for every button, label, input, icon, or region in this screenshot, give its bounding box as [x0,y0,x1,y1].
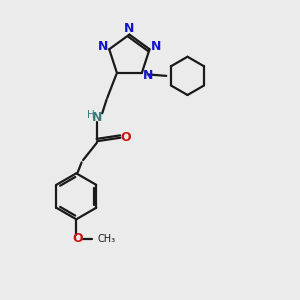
Text: N: N [151,40,161,53]
Text: H: H [87,110,94,120]
Text: CH₃: CH₃ [98,234,116,244]
Text: N: N [124,22,135,35]
Text: N: N [98,40,108,53]
Text: N: N [92,111,102,124]
Text: N: N [142,69,153,82]
Text: O: O [72,232,83,245]
Text: O: O [120,130,131,144]
